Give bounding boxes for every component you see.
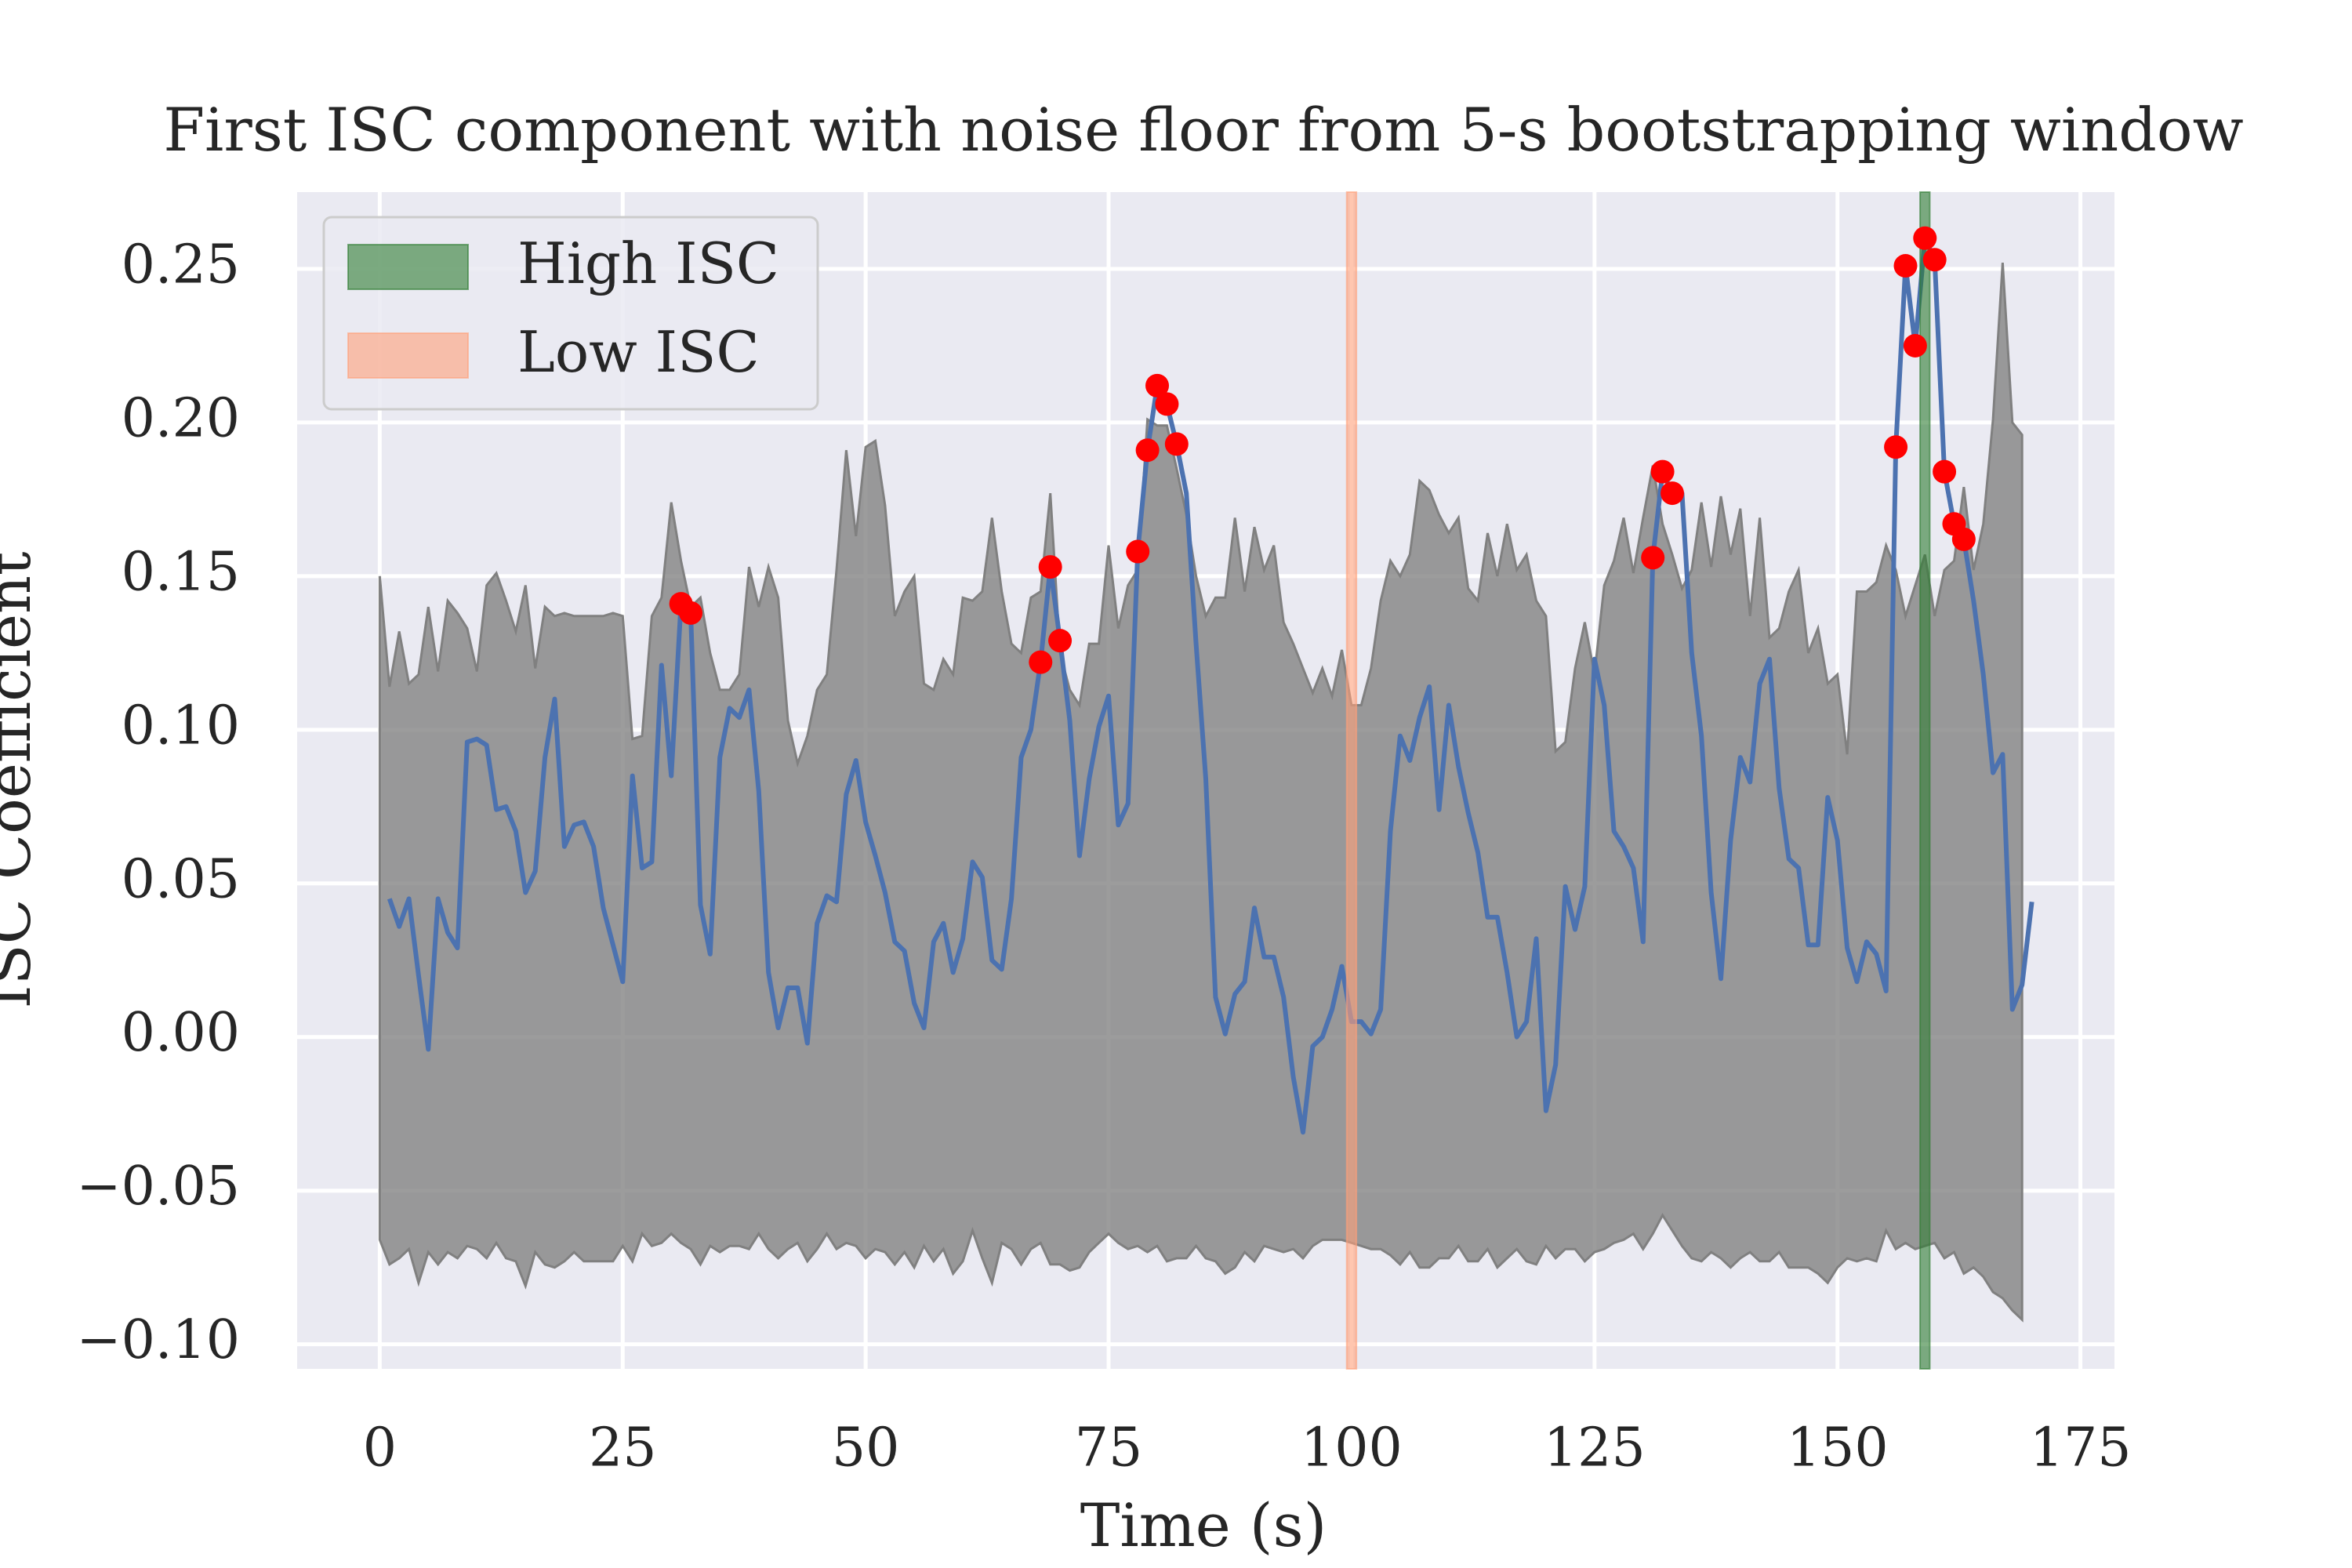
highlight-span [1919,191,1931,1370]
x-tick-label: 75 [1075,1417,1143,1479]
noise-band [378,263,2024,1323]
x-tick-label: 100 [1301,1417,1403,1479]
x-tick-label: 25 [589,1417,657,1479]
significant-point [1903,333,1927,358]
significant-point [1029,650,1053,674]
legend-label: High ISC [517,230,779,296]
significant-point [1660,481,1684,506]
significant-point [1922,248,1947,272]
y-tick-label: −0.10 [77,1309,240,1371]
significant-point [1164,432,1189,456]
x-tick-label: 0 [363,1417,397,1479]
x-tick-label: 150 [1787,1417,1889,1479]
y-tick-label: 0.25 [122,234,240,296]
x-axis-label: Time (s) [1080,1490,1327,1560]
significant-point [1893,254,1918,278]
significant-point [679,601,703,625]
significant-point [1145,373,1170,397]
legend-swatch [347,244,469,290]
significant-point [1884,435,1908,459]
y-tick-label: −0.05 [77,1156,240,1218]
significant-point [1933,459,1957,484]
y-tick-label: 0.20 [122,387,240,449]
highlight-span [1345,191,1358,1370]
y-axis-label: ISC Coefficient [0,552,44,1009]
legend-swatch [347,332,469,379]
significant-point [1135,438,1160,463]
significant-point [1650,459,1675,484]
significant-point [1641,546,1665,570]
y-tick-label: 0.10 [122,695,240,757]
significant-point [1126,539,1150,564]
x-tick-label: 175 [2030,1417,2132,1479]
significant-point [1951,527,1976,551]
significant-point [1048,629,1073,653]
y-tick-label: 0.00 [122,1002,240,1064]
y-tick-label: 0.15 [122,541,240,603]
significant-point [1155,392,1179,416]
significant-point [1913,226,1937,250]
legend-label: Low ISC [517,319,760,385]
x-tick-label: 50 [832,1417,900,1479]
chart-title: First ISC component with noise floor fro… [163,95,2243,165]
x-tick-label: 125 [1544,1417,1646,1479]
significant-point [1038,555,1062,579]
y-tick-label: 0.05 [122,848,240,910]
isc-line [387,235,2034,1135]
